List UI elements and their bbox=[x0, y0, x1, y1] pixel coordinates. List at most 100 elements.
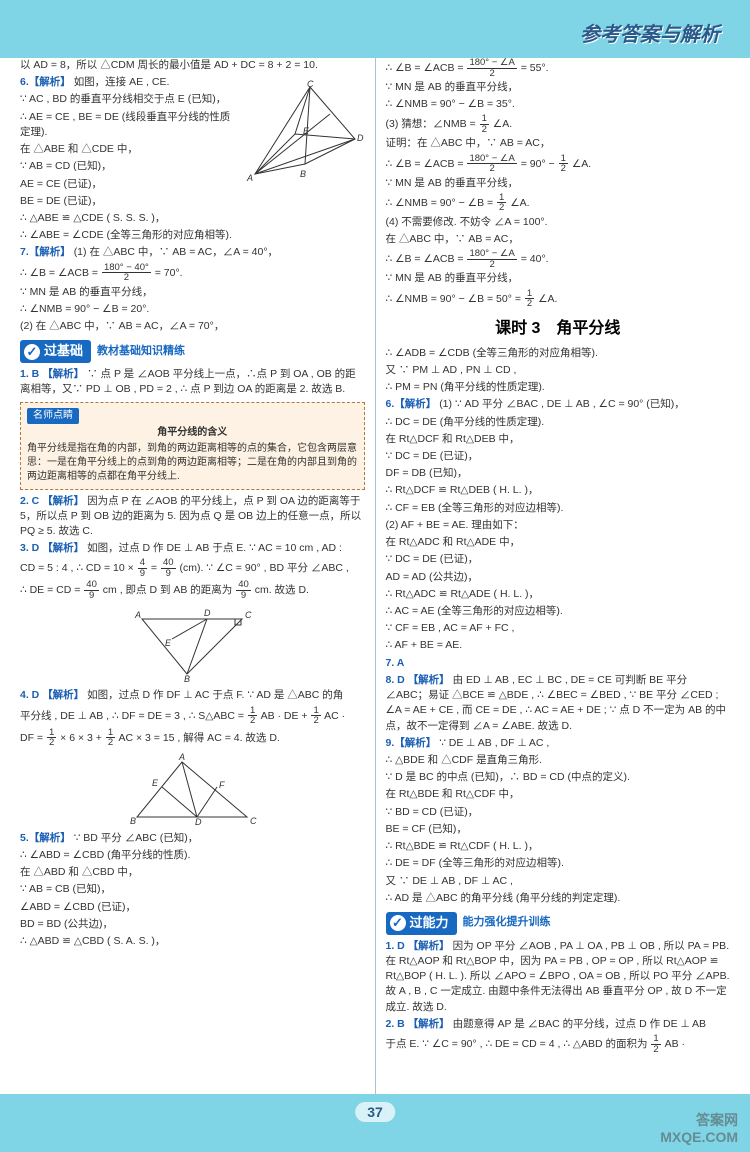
text: 如图，连接 AE , CE. bbox=[74, 76, 170, 88]
svg-text:D: D bbox=[195, 817, 202, 827]
text: ∴ AD 是 △ABC 的角平分线 (角平分线的判定定理). bbox=[386, 891, 731, 906]
frac-den: 2 bbox=[467, 69, 516, 79]
svg-text:A: A bbox=[178, 752, 185, 762]
text: ∴ △ABD ≌ △CBD ( S. A. S. )， bbox=[20, 934, 365, 949]
text: × 6 × 3 + bbox=[57, 731, 105, 743]
svg-text:C: C bbox=[250, 816, 257, 826]
text: ∴ ∠ABE = ∠CDE (全等三角形的对应角相等). bbox=[20, 228, 365, 243]
text: ∠A. bbox=[535, 292, 557, 304]
text: ∴ DC = DE (角平分线的性质定理). bbox=[386, 415, 731, 430]
frac-den: 9 bbox=[138, 569, 147, 579]
text: ∵ DC = DE (已证)， bbox=[386, 449, 731, 464]
text: 在 Rt△ADC 和 Rt△ADE 中， bbox=[386, 535, 731, 550]
frac-den: 2 bbox=[467, 164, 516, 174]
text: AB · bbox=[662, 1038, 685, 1050]
hint-body: 角平分线是指在角的内部，到角的两边距离相等的点的集合，它包含两层意思：一是在角平… bbox=[27, 442, 358, 484]
svg-text:B: B bbox=[184, 674, 190, 684]
q-num: 6. bbox=[20, 76, 29, 88]
section-tag-ability: ✓过能力 能力强化提升训练 bbox=[386, 912, 731, 935]
text: = 40°. bbox=[518, 253, 549, 265]
jiexi-label: 【解析】 bbox=[42, 542, 84, 554]
svg-text:A: A bbox=[134, 610, 141, 620]
text: ∴ CF = EB (全等三角形的对应边相等). bbox=[386, 501, 731, 516]
text: ∵ D 是 BC 的中点 (已知)，∴ BD = CD (中点的定义). bbox=[386, 770, 731, 785]
text: ∠A. bbox=[490, 118, 512, 130]
text: ∴ AC = AE (全等三角形的对应边相等). bbox=[386, 604, 731, 619]
column-divider bbox=[375, 58, 376, 1094]
frac-den: 2 bbox=[651, 1045, 660, 1055]
text: 由题意得 AP 是 ∠BAC 的平分线，过点 D 作 DE ⊥ AB bbox=[453, 1018, 706, 1030]
text: 在 △ABC 中，∵ AB = AC， bbox=[386, 232, 731, 247]
text: DF = bbox=[20, 731, 46, 743]
jiexi-label: 【解析】 bbox=[29, 246, 71, 258]
text: = 55°. bbox=[518, 62, 549, 74]
text: AE = CE (已证)， bbox=[20, 177, 241, 192]
frac-den: 2 bbox=[467, 260, 516, 270]
svg-text:C: C bbox=[245, 610, 252, 620]
q-num: 4. D bbox=[20, 689, 39, 701]
svg-text:C: C bbox=[307, 79, 314, 89]
text: AD = AD (公共边)， bbox=[386, 570, 731, 585]
text: 又 ∵ PM ⊥ AD , PN ⊥ CD , bbox=[386, 363, 731, 378]
text: BE = DE (已证)， bbox=[20, 194, 365, 209]
frac-den: 2 bbox=[106, 738, 115, 748]
hint-badge: 名师点睛 bbox=[27, 408, 79, 424]
frac-den: 2 bbox=[559, 164, 568, 174]
text: (1) ∵ AD 平分 ∠BAC , DE ⊥ AB , ∠C = 90° (已… bbox=[439, 398, 685, 410]
triangle-diagram-2: ABC DEF bbox=[122, 752, 262, 827]
text: ∴ ∠NMB = 90° − ∠B = 20°. bbox=[20, 302, 365, 317]
text: 在 Rt△BDE 和 Rt△CDF 中， bbox=[386, 787, 731, 802]
tag-sublabel: 教材基础知识精练 bbox=[97, 344, 185, 360]
text: ∵ MN 是 AB 的垂直平分线， bbox=[386, 271, 731, 286]
text: CD = 5 : 4 , ∴ CD = 10 × bbox=[20, 562, 137, 574]
q-num: 9. bbox=[386, 737, 395, 749]
text: 以 AD = 8，所以 △CDM 周长的最小值是 AD + DC = 8 + 2… bbox=[20, 58, 365, 73]
text: ∴ Rt△DCF ≌ Rt△DEB ( H. L. )， bbox=[386, 483, 731, 498]
text: 在 △ABE 和 △CDE 中， bbox=[20, 142, 241, 157]
text: ∠A. bbox=[507, 197, 529, 209]
svg-text:E: E bbox=[165, 638, 172, 648]
jiexi-label: 【解析】 bbox=[408, 674, 450, 686]
jiexi-label: 【解析】 bbox=[42, 368, 84, 380]
text: = bbox=[148, 562, 160, 574]
left-column: 以 AD = 8，所以 △CDM 周长的最小值是 AD + DC = 8 + 2… bbox=[20, 58, 365, 1094]
q-num: 1. B bbox=[20, 368, 39, 380]
text: ∵ AB = CD (已知)， bbox=[20, 159, 241, 174]
text: ∴ AF + BE = AE. bbox=[386, 638, 731, 653]
text: ∴ DE = DF (全等三角形的对应边相等). bbox=[386, 856, 731, 871]
text: 于点 E. ∵ ∠C = 90° , ∴ DE = CD = 4 , ∴ △AB… bbox=[386, 1038, 651, 1050]
text: ∴ ∠NMB = 90° − ∠B = 50° = bbox=[386, 292, 524, 304]
q-num: 2. C bbox=[20, 495, 39, 507]
jiexi-label: 【解析】 bbox=[408, 1018, 450, 1030]
text: 如图，过点 D 作 DF ⊥ AC 于点 F. ∵ AD 是 △ABC 的角 bbox=[87, 689, 343, 701]
frac-den: 9 bbox=[84, 591, 99, 601]
svg-text:D: D bbox=[357, 133, 364, 143]
text: ∵ DE ⊥ AB , DF ⊥ AC , bbox=[439, 737, 549, 749]
text: 在 △ABD 和 △CBD 中， bbox=[20, 865, 365, 880]
hint-head: 角平分线的含义 bbox=[27, 426, 358, 440]
text: ∵ AB = CB (已知)， bbox=[20, 882, 365, 897]
frac-den: 2 bbox=[497, 203, 506, 213]
tag-sublabel: 能力强化提升训练 bbox=[463, 915, 551, 931]
watermark-line2: MXQE.COM bbox=[660, 1129, 738, 1146]
text: cm. 故选 D. bbox=[252, 584, 309, 596]
q-num: 6. bbox=[386, 398, 395, 410]
q-num: 7. A bbox=[386, 657, 405, 669]
text: 如图，过点 D 作 DE ⊥ AB 于点 E. ∵ AC = 10 cm , A… bbox=[87, 542, 342, 554]
q-num: 8. D bbox=[386, 674, 405, 686]
bottom-banner: 37 答案网 MXQE.COM bbox=[0, 1094, 750, 1152]
frac-den: 2 bbox=[525, 299, 534, 309]
triangle-diagram-1: ADC EB bbox=[127, 604, 257, 684]
frac-den: 9 bbox=[161, 569, 176, 579]
text: ∵ MN 是 AB 的垂直平分线， bbox=[386, 176, 731, 191]
jiexi-label: 【解析】 bbox=[42, 495, 84, 507]
text: 在 Rt△DCF 和 Rt△DEB 中， bbox=[386, 432, 731, 447]
text: (2) 在 △ABC 中，∵ AB = AC，∠A = 70°， bbox=[20, 319, 365, 334]
frac-den: 2 bbox=[311, 716, 320, 726]
watermark: 答案网 MXQE.COM bbox=[660, 1112, 738, 1146]
q-num: 3. D bbox=[20, 542, 39, 554]
text: BE = CF (已知)， bbox=[386, 822, 731, 837]
text: ∴ ∠B = ∠ACB = bbox=[20, 266, 101, 278]
text: ∴ ∠B = ∠ACB = bbox=[386, 62, 467, 74]
frac-den: 2 bbox=[248, 716, 257, 726]
